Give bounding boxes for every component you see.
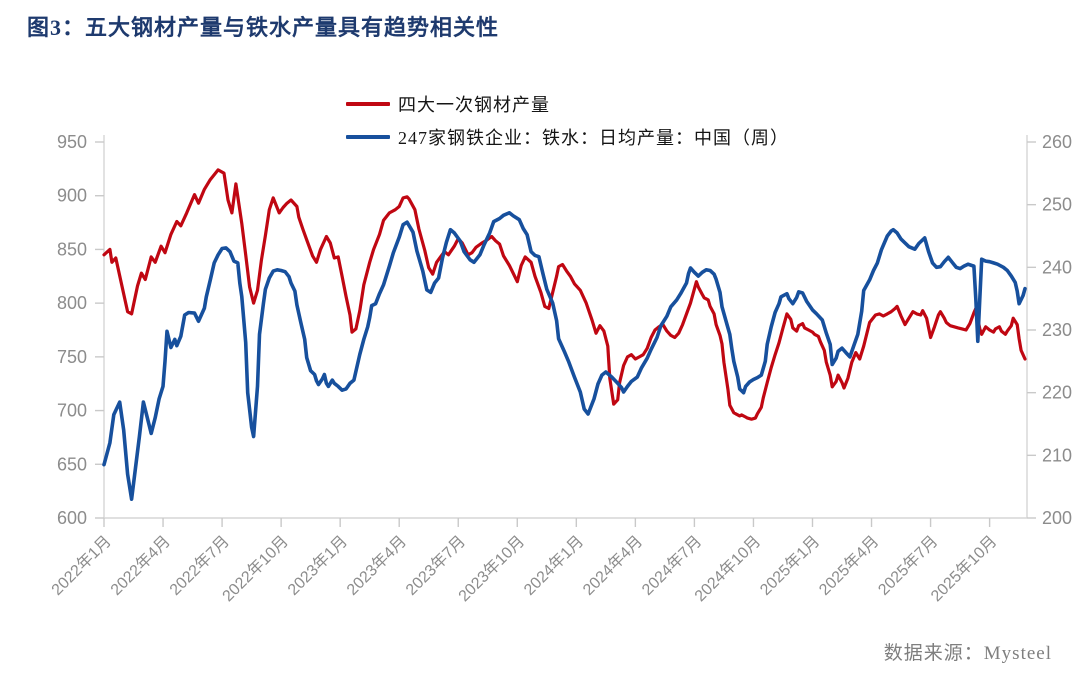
x-axis-tick-label: 2023年1月 (284, 532, 351, 599)
left-axis-tick-label: 700 (57, 401, 87, 421)
legend-label-steel-output: 四大一次钢材产量 (398, 94, 550, 115)
right-axis-tick-label: 220 (1042, 383, 1072, 403)
steel-output-line (102, 168, 1027, 421)
legend-label-hot-metal: 247家钢铁企业：铁水：日均产量：中国（周） (398, 127, 789, 148)
chart-title: 图3：五大钢材产量与铁水产量具有趋势相关性 (27, 15, 500, 40)
x-axis-tick-label: 2024年4月 (579, 532, 646, 599)
left-axis-tick-label: 750 (57, 347, 87, 367)
right-axis-tick-label: 200 (1042, 508, 1072, 528)
x-axis-tick-label: 2025年1月 (756, 532, 823, 599)
left-axis-tick-label: 800 (57, 293, 87, 313)
x-axis-tick-label: 2022年1月 (48, 532, 115, 599)
chart-legend: 四大一次钢材产量 247家钢铁企业：铁水：日均产量：中国（周） (346, 87, 789, 153)
right-axis-tick-label: 230 (1042, 320, 1072, 340)
right-axis-tick-label: 260 (1042, 132, 1072, 152)
red-line-swatch-icon (346, 101, 390, 106)
legend-item-steel-output: 四大一次钢材产量 (346, 87, 789, 120)
x-axis-tick-label: 2025年4月 (816, 532, 883, 599)
right-axis-tick-label: 210 (1042, 445, 1072, 465)
legend-item-hot-metal: 247家钢铁企业：铁水：日均产量：中国（周） (346, 120, 789, 153)
x-axis-tick-label: 2022年4月 (107, 532, 174, 599)
left-axis-tick-label: 650 (57, 454, 87, 474)
x-axis-tick-label: 2024年1月 (520, 532, 587, 599)
left-axis-tick-label: 950 (57, 132, 87, 152)
blue-line-swatch-icon (346, 134, 390, 139)
left-axis-tick-label: 900 (57, 186, 87, 206)
left-axis-tick-label: 850 (57, 239, 87, 259)
left-axis-tick-label: 600 (57, 508, 87, 528)
data-source-label: 数据来源：Mysteel (883, 643, 1052, 664)
hot-metal-line (102, 211, 1027, 502)
right-axis-tick-label: 250 (1042, 195, 1072, 215)
right-axis-tick-label: 240 (1042, 257, 1072, 277)
x-axis-tick-label: 2023年4月 (343, 532, 410, 599)
